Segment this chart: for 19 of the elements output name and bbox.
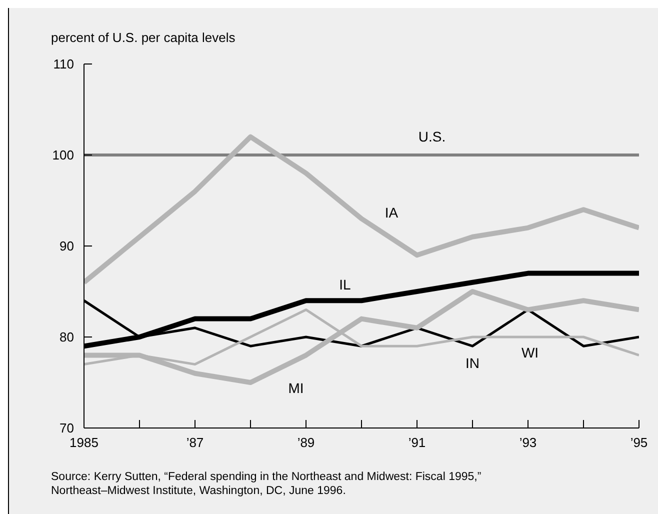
- x-tick-label: ’91: [408, 435, 426, 450]
- series-label: MI: [288, 380, 304, 396]
- y-tick-label: 100: [52, 148, 74, 163]
- x-tick-label: ’93: [519, 435, 537, 450]
- x-tick-label: ’87: [186, 435, 204, 450]
- series-label: U.S.: [418, 128, 446, 145]
- y-tick-label: 80: [60, 330, 74, 345]
- y-tick-label: 90: [60, 238, 74, 254]
- y-tick-label: 70: [60, 420, 74, 436]
- series-label: IL: [339, 276, 352, 292]
- source-note: Source: Kerry Sutten, “Federal spending in the Northeast and Midwest: Fiscal 1995,” Northeast–Midwest Institute, Washington, DC, June 1996.: [51, 470, 482, 498]
- x-tick-label: ’95: [630, 435, 648, 450]
- series-label: IN: [466, 354, 480, 371]
- y-tick-label: 110: [53, 56, 74, 72]
- series-label: IA: [384, 204, 399, 220]
- x-tick-label: ’89: [297, 435, 315, 450]
- x-tick-label: 1985: [70, 435, 98, 450]
- series-label: WI: [521, 344, 539, 361]
- y-axis-title: percent of U.S. per capita levels: [51, 30, 236, 45]
